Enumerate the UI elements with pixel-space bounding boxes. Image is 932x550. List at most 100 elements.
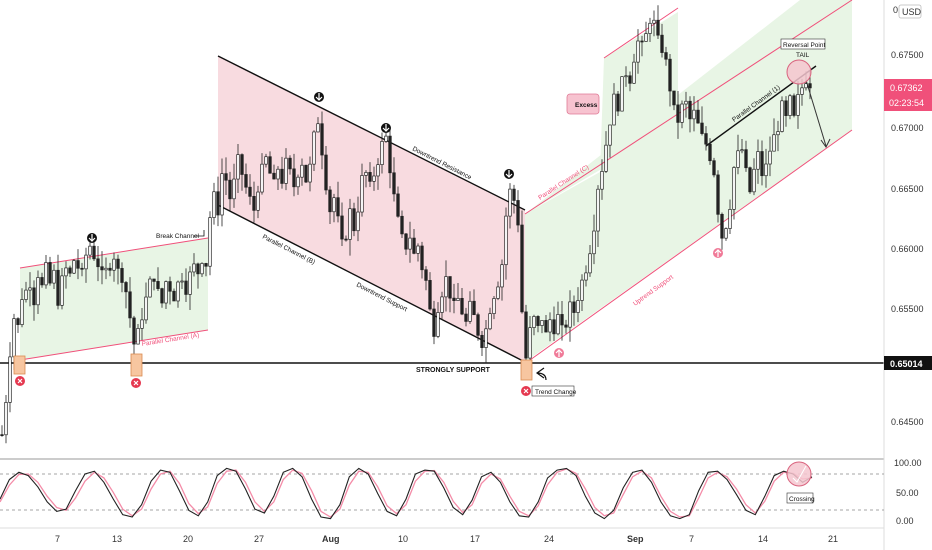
candle-body xyxy=(736,150,740,168)
candle-body xyxy=(24,289,28,300)
candle-body xyxy=(392,172,396,195)
candle-body xyxy=(168,281,172,292)
candle-body xyxy=(688,100,692,120)
candle-body xyxy=(244,174,248,188)
downtrend-support-line xyxy=(217,204,526,363)
candle-body xyxy=(464,313,468,322)
candle-body xyxy=(252,196,256,211)
price-axis-top-label: 0. xyxy=(893,5,901,15)
candle-body xyxy=(156,281,160,289)
candle-body xyxy=(264,156,268,165)
candle-body xyxy=(580,279,584,301)
label-crossing: Crossing xyxy=(789,496,815,503)
stoch-tick: 50.00 xyxy=(896,488,919,498)
candle-body xyxy=(660,34,664,53)
label-reversal-point: Reversal Point xyxy=(783,42,825,49)
candle-body xyxy=(164,281,168,304)
candle-body xyxy=(128,291,132,319)
time-tick: 27 xyxy=(254,534,264,544)
candle-body xyxy=(320,123,324,156)
candle-body xyxy=(496,286,500,299)
candle-body xyxy=(596,188,600,232)
label-excess: Excess xyxy=(575,102,598,109)
close-x-icon xyxy=(521,386,531,396)
candle-body xyxy=(120,268,124,283)
candle-body xyxy=(544,320,548,333)
candle-body xyxy=(20,299,24,325)
candle-body xyxy=(212,191,216,218)
candle-body xyxy=(400,215,404,235)
candle-body xyxy=(440,296,444,313)
channel-a-bottom-line xyxy=(19,329,209,361)
candle-body xyxy=(56,269,60,306)
downtrend-zone xyxy=(218,56,525,362)
candle-body xyxy=(480,334,484,348)
candle-body xyxy=(256,191,260,211)
candle-body xyxy=(800,87,804,95)
candle-body xyxy=(8,356,12,403)
crossing-label-box xyxy=(786,492,814,504)
time-axis: 7 13 20 27 Aug 10 17 24 Sep 7 14 21 xyxy=(55,534,838,544)
candle-body xyxy=(160,288,164,304)
time-tick: 7 xyxy=(689,534,694,544)
candle-body xyxy=(188,271,192,295)
candle-body xyxy=(432,308,436,337)
candle-body xyxy=(756,151,760,170)
candle-body xyxy=(308,163,312,183)
candle-body xyxy=(768,150,772,165)
projection-arrow xyxy=(805,79,831,148)
candle-body xyxy=(404,233,408,250)
candle-body xyxy=(60,275,64,306)
candle-body xyxy=(292,168,296,188)
candle-body xyxy=(312,131,316,165)
break-channel-arrow xyxy=(194,230,205,237)
candle-body xyxy=(752,168,756,193)
candle-body xyxy=(380,141,384,166)
candle-body xyxy=(136,328,140,345)
support-touch-box xyxy=(520,359,533,381)
candle-body xyxy=(280,168,284,184)
time-tick: 10 xyxy=(398,534,408,544)
candle-body xyxy=(216,191,220,216)
candle-body xyxy=(352,208,356,232)
time-tick: Aug xyxy=(322,534,340,544)
candle-body xyxy=(724,228,728,239)
support-touch-box xyxy=(130,353,143,377)
time-tick: Sep xyxy=(627,534,644,544)
candle-body xyxy=(672,90,676,106)
candle-body xyxy=(288,157,292,170)
candle-body xyxy=(780,100,784,132)
candle-body xyxy=(328,189,332,213)
candle-body xyxy=(516,200,520,226)
candle-body xyxy=(668,58,672,92)
label-strongly-support: STRONGLY SUPPORT xyxy=(416,367,491,374)
candle-body xyxy=(376,164,380,177)
candle-body xyxy=(568,301,572,328)
candle-body xyxy=(680,103,684,123)
price-tick: 0.67500 xyxy=(891,50,924,60)
candle-body xyxy=(40,277,44,286)
candle-body xyxy=(172,290,176,302)
candle-body xyxy=(184,280,188,295)
candle-body xyxy=(324,154,328,191)
candle-body xyxy=(592,230,596,255)
candle-body xyxy=(428,280,432,310)
candle-body xyxy=(492,298,496,314)
candle-body xyxy=(608,124,612,146)
candle-body xyxy=(576,300,580,313)
candle-body xyxy=(224,173,228,181)
channel-zones xyxy=(20,0,852,362)
stochastic-pane: Crossing xyxy=(0,461,884,520)
time-tick: 21 xyxy=(828,534,838,544)
trend-change-box xyxy=(531,385,575,397)
last-price-label: 0.67362 xyxy=(890,83,923,93)
candle-body xyxy=(548,319,552,333)
candle-body xyxy=(360,175,364,213)
price-candles xyxy=(0,5,812,444)
candle-body xyxy=(176,281,180,302)
candle-body xyxy=(336,197,340,217)
reversal-point-box xyxy=(780,38,826,50)
candle-body xyxy=(640,40,644,43)
candle-body xyxy=(12,318,16,358)
candle-body xyxy=(148,278,152,298)
